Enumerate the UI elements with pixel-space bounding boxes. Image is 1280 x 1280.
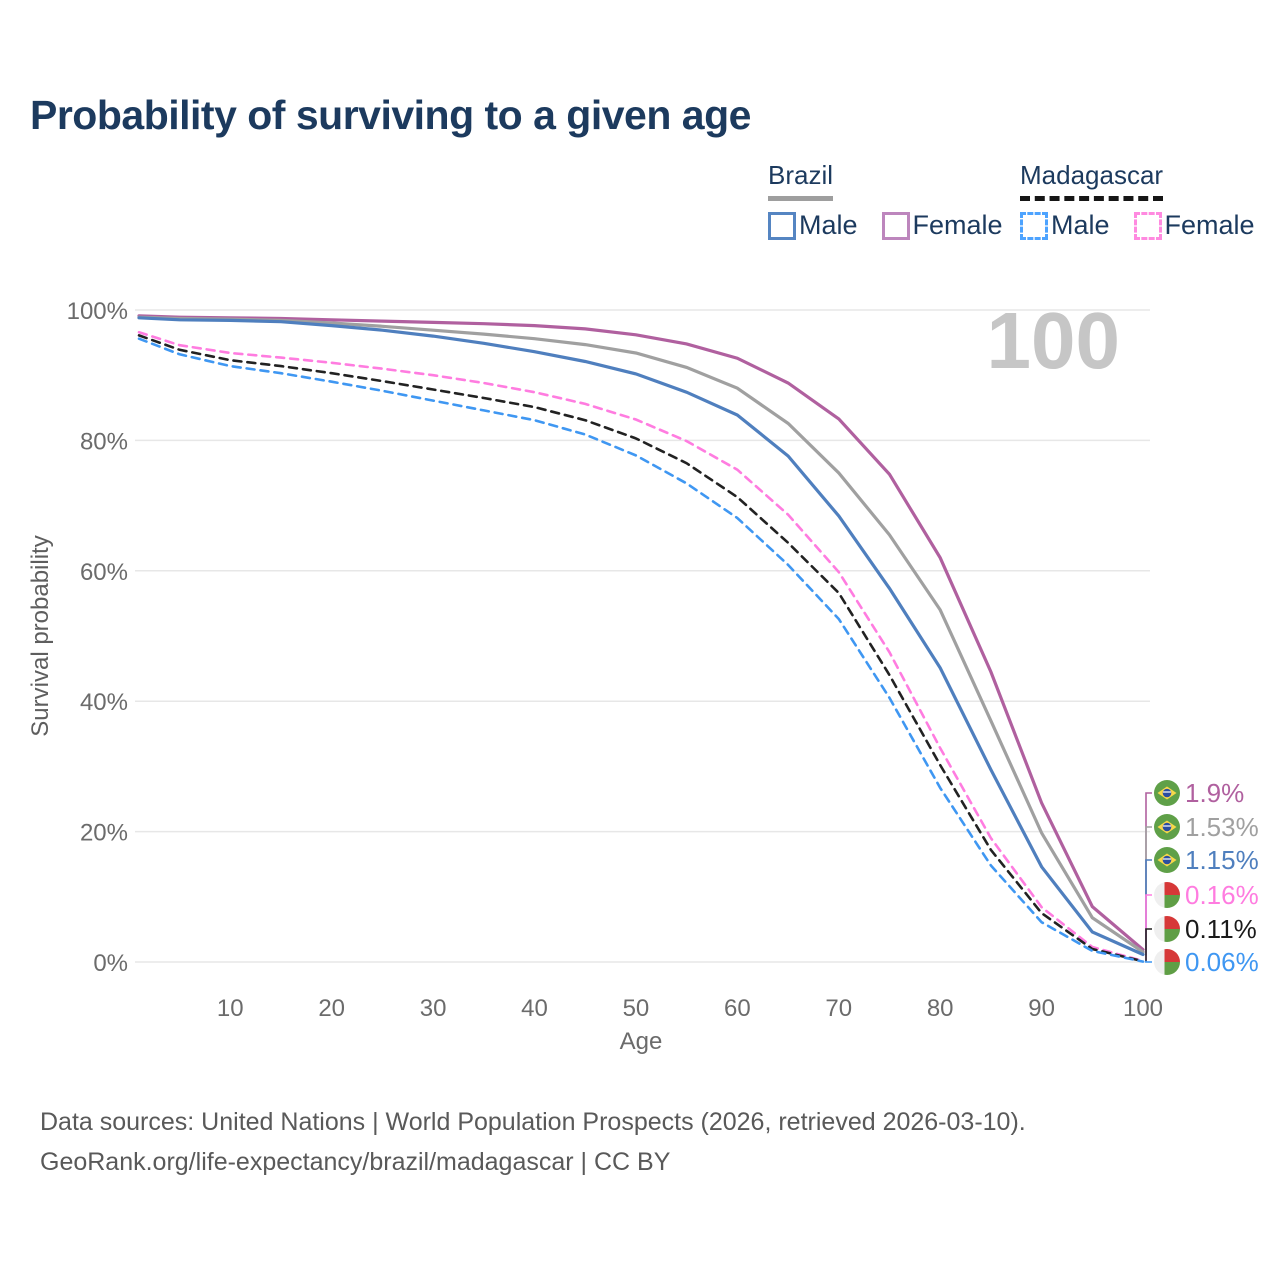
legend-item-madagascar-female[interactable]: Female (1133, 210, 1255, 241)
y-tick-label: 40% (80, 689, 128, 716)
brazil-flag-icon (1154, 814, 1180, 840)
curve-madagascar-male[interactable] (137, 337, 1145, 963)
checkbox-icon-brazil-female (881, 211, 910, 240)
x-tick-label: 100 (1123, 995, 1163, 1022)
checkbox-icon-madagascar-female (1133, 211, 1162, 240)
legend-group-title-brazil: Brazil (768, 160, 834, 201)
legend-group-title-madagascar: Madagascar (1020, 160, 1164, 201)
footer-note: Data sources: United Nations | World Pop… (40, 1102, 1026, 1182)
x-tick-label: 70 (825, 995, 852, 1022)
x-tick-label: 30 (420, 995, 447, 1022)
data-sources-note: Data sources: United Nations | World Pop… (40, 1108, 1026, 1136)
x-tick-label: 20 (318, 995, 345, 1022)
end-label-madagascar-both-sexes: 0.11% (1185, 914, 1257, 944)
end-label-brazil-male: 1.15% (1185, 845, 1259, 875)
x-tick-label: 40 (521, 995, 548, 1022)
age-watermark: 100 (987, 296, 1120, 385)
y-axis-title: Survival probability (27, 535, 54, 736)
y-tick-label: 0% (93, 950, 128, 977)
leader-line (1145, 928, 1152, 963)
x-tick-label: 80 (927, 995, 954, 1022)
legend-item-brazil-male[interactable]: Male (768, 210, 858, 241)
legend-item-label: Female (912, 210, 1003, 240)
legend-item-label: Male (799, 210, 858, 240)
end-label-brazil-both-sexes: 1.53% (1185, 812, 1259, 842)
page-title: Probability of surviving to a given age (30, 92, 751, 138)
x-tick-label: 10 (217, 995, 244, 1022)
curve-brazil-both-sexes[interactable] (137, 315, 1145, 954)
curve-brazil-male[interactable] (137, 316, 1145, 957)
brazil-flag-icon (1154, 780, 1180, 806)
legend-item-madagascar-male[interactable]: Male (1020, 210, 1110, 241)
x-axis-title: Age (620, 1028, 663, 1055)
attribution-note: GeoRank.org/life-expectancy/brazil/madag… (40, 1148, 671, 1176)
y-tick-label: 60% (80, 559, 128, 586)
end-label-brazil-female: 1.9% (1185, 778, 1244, 808)
y-tick-label: 100% (67, 298, 128, 325)
x-tick-label: 90 (1028, 995, 1055, 1022)
survival-chart[interactable]: 0% 20% 40% 60% 80% 100% Survival probability 10… (0, 0, 1280, 1080)
legend-item-brazil-female[interactable]: Female (881, 210, 1003, 241)
x-tick-label: 50 (623, 995, 650, 1022)
madagascar-flag-icon (1154, 949, 1180, 975)
legend-item-label: Male (1051, 210, 1110, 240)
end-label-madagascar-female: 0.16% (1185, 880, 1259, 910)
madagascar-flag-icon (1154, 882, 1180, 908)
x-tick-label: 60 (724, 995, 751, 1022)
legend-group-brazil: Brazil Male Female (768, 160, 1003, 241)
y-tick-label: 20% (80, 820, 128, 847)
y-tick-label: 80% (80, 428, 128, 455)
curve-madagascar-female[interactable] (137, 330, 1145, 963)
brazil-flag-icon (1154, 847, 1180, 873)
madagascar-flag-icon (1154, 916, 1180, 942)
legend-item-label: Female (1164, 210, 1255, 240)
end-label-madagascar-male: 0.06% (1185, 947, 1259, 977)
curve-brazil-female[interactable] (137, 314, 1145, 952)
legend-group-madagascar: Madagascar Male Female (1020, 160, 1255, 241)
checkbox-icon-brazil-male (768, 211, 796, 240)
curve-madagascar-both-sexes[interactable] (137, 334, 1145, 963)
checkbox-icon-madagascar-male (1020, 211, 1048, 240)
